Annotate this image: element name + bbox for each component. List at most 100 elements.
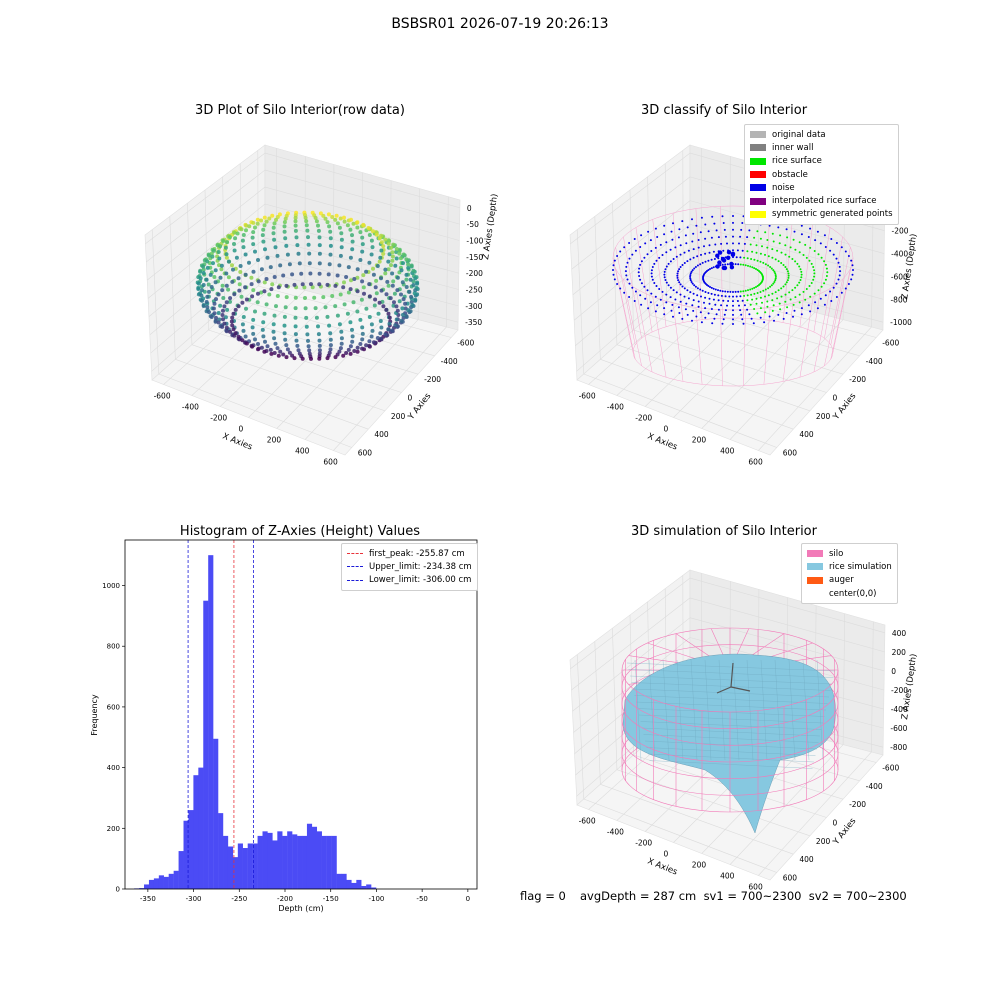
classified-point bbox=[800, 233, 803, 236]
histogram-bar bbox=[356, 879, 362, 889]
data-point bbox=[333, 283, 338, 288]
classified-point bbox=[787, 274, 790, 277]
classified-point bbox=[692, 299, 695, 302]
data-point bbox=[371, 340, 376, 345]
z-tick-label: -50 bbox=[467, 220, 479, 229]
data-point bbox=[243, 285, 248, 290]
classified-point bbox=[717, 294, 720, 297]
legend-label: Upper_limit: -234.38 cm bbox=[369, 561, 472, 572]
classified-point bbox=[766, 305, 769, 308]
classified-point bbox=[612, 269, 614, 271]
panel4-title: 3D simulation of Silo Interior bbox=[631, 524, 817, 539]
data-point bbox=[294, 235, 299, 240]
legend-entry: obstacle bbox=[750, 168, 893, 181]
data-point bbox=[328, 337, 333, 342]
data-point bbox=[232, 230, 237, 235]
data-point bbox=[373, 297, 378, 302]
z-tick-label: -600 bbox=[891, 272, 908, 281]
data-point bbox=[386, 327, 391, 332]
classified-point bbox=[761, 245, 763, 248]
data-point bbox=[310, 285, 315, 290]
silo-ring-front bbox=[621, 719, 839, 763]
classified-point bbox=[669, 260, 672, 263]
classified-point bbox=[712, 298, 715, 301]
data-point bbox=[260, 233, 265, 238]
classified-point bbox=[686, 226, 689, 229]
data-point bbox=[360, 331, 365, 336]
data-point bbox=[303, 215, 308, 220]
classified-point bbox=[792, 303, 795, 306]
classified-point bbox=[677, 270, 680, 273]
data-point bbox=[412, 291, 417, 296]
classified-point bbox=[774, 258, 777, 261]
classified-point bbox=[756, 292, 759, 294]
classified-point bbox=[753, 292, 756, 295]
classified-point bbox=[820, 256, 823, 259]
classified-point bbox=[710, 267, 713, 270]
data-point bbox=[265, 255, 270, 260]
classified-point bbox=[689, 274, 692, 277]
data-point bbox=[391, 279, 396, 284]
classified-point bbox=[767, 264, 770, 267]
data-point bbox=[240, 300, 245, 305]
data-point bbox=[232, 242, 236, 246]
classified-point bbox=[677, 306, 680, 309]
data-point bbox=[317, 282, 322, 287]
data-point bbox=[251, 269, 256, 274]
data-point bbox=[348, 344, 353, 349]
x-tick-label: -300 bbox=[186, 895, 202, 903]
classified-point bbox=[656, 304, 659, 307]
classified-point bbox=[667, 262, 670, 265]
data-point bbox=[309, 282, 313, 287]
data-point bbox=[325, 356, 330, 361]
data-point bbox=[317, 271, 322, 276]
classified-point bbox=[791, 258, 794, 260]
data-point bbox=[282, 331, 287, 336]
classified-point bbox=[755, 286, 757, 288]
data-point bbox=[272, 351, 277, 355]
data-point bbox=[233, 236, 238, 241]
classified-point bbox=[674, 298, 677, 301]
z-tick-label: 0 bbox=[467, 204, 472, 213]
classified-point bbox=[654, 310, 657, 313]
classified-point bbox=[798, 251, 801, 254]
classified-point bbox=[699, 311, 702, 314]
classified-point bbox=[672, 258, 675, 260]
classified-point bbox=[640, 303, 643, 306]
classified-point bbox=[619, 287, 622, 290]
data-point bbox=[384, 307, 389, 312]
y-tick-label: 200 bbox=[391, 412, 406, 421]
data-point bbox=[409, 300, 414, 304]
data-point bbox=[394, 247, 399, 251]
legend-swatch bbox=[347, 579, 363, 581]
surface-mesh-line bbox=[626, 662, 836, 672]
classified-point bbox=[715, 229, 718, 232]
data-point bbox=[367, 233, 372, 237]
data-point bbox=[293, 295, 298, 300]
classified-point bbox=[732, 313, 734, 316]
data-point bbox=[358, 230, 363, 235]
classified-point bbox=[788, 291, 791, 294]
data-point bbox=[379, 276, 383, 281]
classified-point bbox=[750, 293, 753, 296]
data-point bbox=[262, 289, 267, 294]
data-point bbox=[377, 259, 382, 264]
classified-point bbox=[739, 309, 742, 312]
classified-point bbox=[714, 288, 717, 291]
data-point bbox=[374, 232, 379, 237]
data-point bbox=[389, 245, 393, 250]
data-point bbox=[338, 346, 343, 351]
classified-point bbox=[844, 287, 847, 290]
x-tick-label: 200 bbox=[267, 436, 282, 445]
data-point bbox=[316, 324, 320, 329]
data-point bbox=[228, 299, 232, 304]
classified-point bbox=[813, 269, 816, 272]
classified-point bbox=[695, 224, 698, 227]
data-point bbox=[317, 235, 322, 240]
data-point bbox=[383, 237, 388, 242]
data-point bbox=[349, 278, 353, 283]
data-point bbox=[370, 245, 375, 250]
classify-legend: original data inner wall rice surface obsta… bbox=[744, 124, 899, 226]
classified-point bbox=[814, 301, 817, 304]
classified-point bbox=[813, 292, 816, 295]
